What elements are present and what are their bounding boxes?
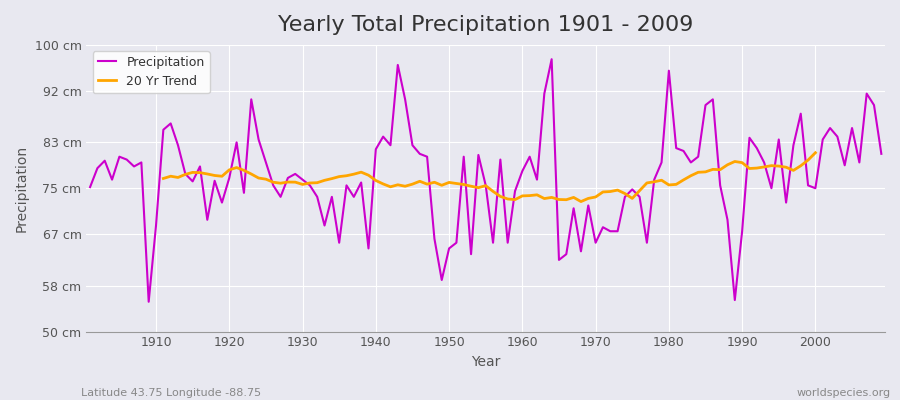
Precipitation [85, 185, 95, 190]
20 Yr Trend [158, 176, 168, 181]
Precipitation [517, 169, 527, 174]
Text: Latitude 43.75 Longitude -88.75: Latitude 43.75 Longitude -88.75 [81, 388, 261, 398]
20 Yr Trend [722, 162, 733, 167]
20 Yr Trend [356, 170, 366, 174]
Precipitation [619, 194, 630, 199]
Title: Yearly Total Precipitation 1901 - 2009: Yearly Total Precipitation 1901 - 2009 [278, 15, 693, 35]
Text: worldspecies.org: worldspecies.org [796, 388, 891, 398]
Precipitation [525, 154, 535, 159]
Precipitation [150, 223, 161, 228]
Line: 20 Yr Trend: 20 Yr Trend [163, 153, 815, 202]
20 Yr Trend [576, 199, 587, 204]
20 Yr Trend [246, 172, 256, 176]
Precipitation [876, 152, 886, 156]
Line: Precipitation: Precipitation [90, 59, 881, 302]
20 Yr Trend [619, 191, 630, 196]
20 Yr Trend [810, 150, 821, 155]
X-axis label: Year: Year [471, 355, 500, 369]
Precipitation [311, 194, 322, 199]
Y-axis label: Precipitation: Precipitation [15, 145, 29, 232]
Precipitation [143, 299, 154, 304]
Precipitation [356, 180, 366, 185]
Precipitation [546, 57, 557, 62]
Legend: Precipitation, 20 Yr Trend: Precipitation, 20 Yr Trend [93, 51, 210, 93]
20 Yr Trend [707, 167, 718, 172]
20 Yr Trend [788, 168, 799, 173]
